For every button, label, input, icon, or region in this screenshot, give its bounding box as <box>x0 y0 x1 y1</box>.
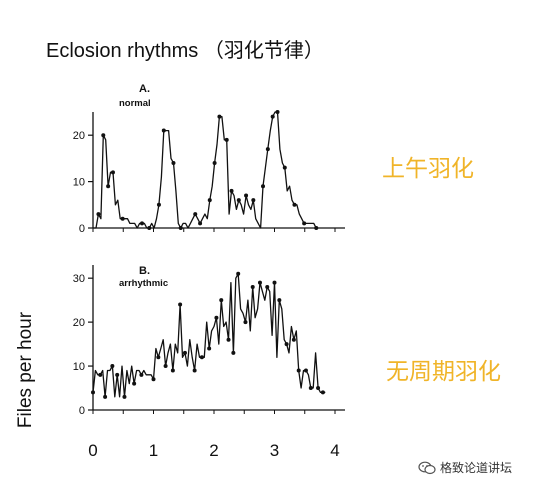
data-point <box>115 372 120 377</box>
data-point <box>96 212 101 217</box>
data-point <box>101 133 106 138</box>
data-point <box>161 128 166 133</box>
x-tick-label: 0 <box>88 441 97 460</box>
data-point <box>110 364 115 369</box>
data-point <box>236 198 241 203</box>
data-point <box>178 302 183 307</box>
data-point <box>192 368 197 373</box>
data-point <box>316 386 321 391</box>
data-point <box>226 337 231 342</box>
panel-sublabel: arrhythmic <box>119 278 168 289</box>
data-point <box>212 161 217 166</box>
data-point <box>270 114 275 119</box>
data-point <box>277 298 282 303</box>
annotation-arrhythmic-eclosion: 无周期羽化 <box>386 359 501 385</box>
data-point <box>302 221 307 226</box>
data-point <box>265 147 270 152</box>
slide-title: Eclosion rhythms （羽化节律） <box>46 40 324 62</box>
data-point <box>250 284 255 289</box>
data-point <box>198 221 203 226</box>
data-point <box>219 298 224 303</box>
panel-label: A. <box>139 83 150 95</box>
data-point <box>106 184 111 189</box>
annotation-morning-eclosion: 上午羽化 <box>382 156 474 182</box>
data-point <box>214 315 219 320</box>
data-point <box>178 226 183 230</box>
data-point <box>284 342 289 347</box>
y-axis-label-container: Files per hour <box>8 300 44 440</box>
data-point <box>122 394 127 399</box>
data-point <box>98 372 103 377</box>
series-line <box>92 273 326 398</box>
data-point <box>275 110 280 114</box>
data-point <box>224 137 229 142</box>
data-point <box>156 202 161 207</box>
y-tick-label: 0 <box>79 405 85 417</box>
chart-panel-b: 0 10 20 30 0 1 2 3 4 B.arrhythmic <box>73 265 345 460</box>
data-point <box>303 368 308 373</box>
data-point <box>91 390 95 395</box>
data-point <box>110 170 115 175</box>
data-point <box>163 364 168 369</box>
y-tick-label: 10 <box>73 361 85 373</box>
data-point <box>229 188 234 193</box>
y-tick-label: 20 <box>73 317 85 329</box>
data-point <box>282 165 287 170</box>
data-point <box>265 284 270 289</box>
x-tick-label: 2 <box>209 441 218 460</box>
data-point <box>132 381 137 386</box>
x-tick-label: 4 <box>330 441 339 460</box>
y-tick-label: 20 <box>73 130 85 142</box>
footer-watermark: 格致论道讲坛 <box>418 459 512 476</box>
x-tick-label: 1 <box>149 441 158 460</box>
panel-sublabel: normal <box>119 98 151 109</box>
data-point <box>244 193 249 198</box>
data-point <box>261 184 266 189</box>
data-point <box>182 350 187 355</box>
data-point <box>140 221 145 226</box>
data-point <box>217 114 222 119</box>
data-point <box>257 280 262 285</box>
data-point <box>207 198 212 203</box>
y-tick-label: 0 <box>79 223 85 235</box>
data-point <box>171 161 176 166</box>
data-point <box>207 346 212 351</box>
y-tick-label: 10 <box>73 177 85 189</box>
data-point <box>103 394 108 399</box>
wechat-icon <box>418 461 436 474</box>
footer-text: 格致论道讲坛 <box>440 461 513 475</box>
data-point <box>236 271 241 276</box>
data-point <box>243 320 248 325</box>
data-point <box>151 377 156 382</box>
y-tick-label: 30 <box>73 273 85 285</box>
chart-panel-a: 0 10 20 A. normal <box>73 83 345 235</box>
data-point <box>139 372 144 377</box>
data-point <box>170 368 175 373</box>
series-line <box>93 111 317 229</box>
data-point <box>296 368 301 373</box>
data-point <box>308 386 313 391</box>
data-point <box>231 350 236 355</box>
data-point <box>120 216 125 221</box>
data-point <box>272 280 277 285</box>
data-point <box>156 355 161 360</box>
data-point <box>193 212 198 217</box>
panel-label: B. <box>139 265 150 277</box>
data-point <box>314 226 319 230</box>
y-axis-label: Files per hour <box>15 311 36 429</box>
data-point <box>251 198 256 203</box>
data-point <box>199 355 204 360</box>
data-point <box>292 202 297 207</box>
data-point <box>147 226 152 230</box>
data-point <box>320 390 325 395</box>
data-point <box>291 337 296 342</box>
x-tick-label: 3 <box>270 441 279 460</box>
